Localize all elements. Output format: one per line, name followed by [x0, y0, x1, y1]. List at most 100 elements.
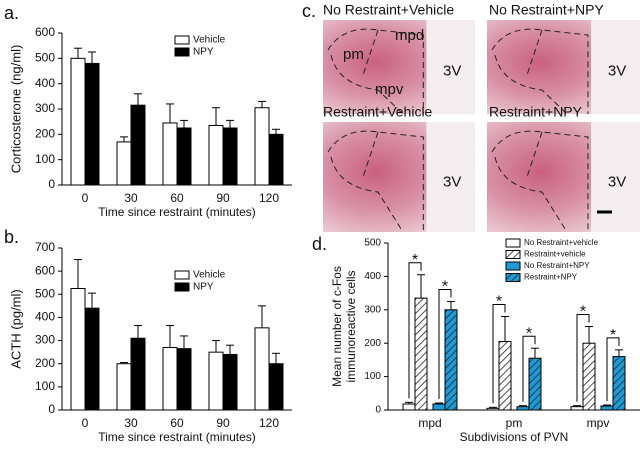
- legend-swatch: [505, 238, 521, 248]
- bar: [444, 309, 458, 411]
- significance-bracket: [438, 288, 452, 399]
- bar: [486, 407, 500, 411]
- bar: [498, 341, 512, 411]
- bar: [162, 122, 178, 186]
- y-axis-label: ACTH (pg/ml): [8, 289, 23, 368]
- bar: [222, 353, 238, 411]
- panel-label: d.: [312, 234, 327, 254]
- y-axis-label: Mean number of c-Fos: [330, 266, 344, 387]
- region-outline: [491, 28, 589, 114]
- bar: [254, 107, 270, 186]
- significance-mark: *: [412, 252, 418, 269]
- bar: [402, 403, 416, 411]
- x-tick-label: 0: [82, 416, 89, 430]
- y-tick-label: 500: [35, 286, 55, 300]
- significance-bracket: [576, 314, 590, 402]
- bar: [612, 356, 626, 411]
- legend-swatch: [174, 35, 190, 45]
- x-tick-label: 90: [216, 191, 230, 205]
- y-tick-label: 200: [35, 356, 55, 370]
- legend-label: NPY: [193, 282, 214, 293]
- y-tick-label: 100: [364, 371, 381, 382]
- y-axis-label: immunoreactive cells: [344, 270, 358, 382]
- bar: [162, 347, 178, 411]
- panel-label: c.: [302, 1, 316, 21]
- bar: [268, 363, 284, 411]
- x-tick-label: 120: [259, 416, 279, 430]
- legend-label: Vehicle: [193, 270, 226, 281]
- legend-label: No Restraint+vehicle: [524, 238, 599, 247]
- y-tick-label: 0: [48, 177, 55, 191]
- significance-mark: *: [580, 304, 586, 321]
- region-label: mpd: [395, 27, 424, 44]
- legend-label: Restraint+vehicle: [524, 250, 586, 259]
- bar: [432, 403, 446, 411]
- x-tick-label: 90: [216, 416, 230, 430]
- bar: [130, 104, 146, 186]
- significance-bracket: [522, 335, 536, 402]
- ventricle: [591, 122, 640, 232]
- y-tick-label: 0: [48, 402, 55, 416]
- y-tick-label: 200: [35, 127, 55, 141]
- bar: [516, 406, 530, 411]
- legend-swatch: [505, 250, 521, 259]
- y-tick-label: 400: [35, 76, 55, 90]
- bar: [222, 127, 238, 186]
- ventricle-label: 3V: [608, 63, 626, 80]
- x-axis-label: Time since restraint (minutes): [98, 205, 256, 219]
- bar: [116, 141, 132, 186]
- y-tick-label: 300: [364, 304, 381, 315]
- ventricle: [426, 20, 475, 114]
- y-tick-label: 700: [35, 240, 55, 254]
- bar: [116, 363, 132, 411]
- significance-mark: *: [496, 294, 502, 311]
- bar: [570, 406, 584, 411]
- legend-label: Restraint+NPY: [524, 273, 578, 282]
- legend-swatch: [505, 261, 521, 271]
- region-outline: [494, 29, 568, 115]
- ventricle-label: 3V: [443, 63, 461, 80]
- x-tick-label: 60: [170, 191, 184, 205]
- bar: [414, 297, 428, 411]
- ventricle-label: 3V: [443, 173, 461, 190]
- y-tick-label: 600: [35, 25, 55, 39]
- y-tick-label: 500: [364, 238, 381, 249]
- region-outline: [330, 29, 404, 115]
- significance-mark: *: [526, 325, 532, 342]
- y-tick-label: 200: [364, 338, 381, 349]
- bar: [130, 337, 146, 411]
- bar: [70, 288, 86, 411]
- image-title: No Restraint+NPY: [489, 2, 604, 18]
- bar: [254, 327, 270, 411]
- significance-mark: *: [610, 327, 616, 344]
- bar: [208, 351, 224, 411]
- significance-mark: *: [442, 279, 448, 296]
- panel-label: b.: [4, 227, 19, 247]
- y-axis-label: Corticosterone (ng/ml): [8, 45, 23, 174]
- bar: [176, 127, 192, 186]
- x-tick-label: mpd: [418, 416, 441, 430]
- ventricle: [426, 122, 475, 232]
- legend-swatch: [505, 273, 521, 282]
- x-tick-label: 60: [170, 416, 184, 430]
- significance-bracket: [606, 337, 620, 401]
- x-tick-label: 30: [124, 416, 138, 430]
- y-tick-label: 100: [35, 152, 55, 166]
- y-tick-label: 600: [35, 263, 55, 277]
- bar: [176, 348, 192, 411]
- y-tick-label: 100: [35, 379, 55, 393]
- bar: [528, 357, 542, 411]
- legend-swatch: [174, 270, 190, 280]
- y-tick-label: 300: [35, 101, 55, 115]
- legend-swatch: [174, 282, 190, 292]
- panel-label: a.: [4, 3, 19, 23]
- significance-bracket: [492, 303, 506, 404]
- ventricle: [591, 20, 640, 114]
- x-tick-label: 0: [82, 191, 89, 205]
- legend-label: NPY: [193, 47, 214, 58]
- region-label: mpv: [375, 81, 404, 98]
- legend-swatch: [174, 47, 190, 57]
- image-title: Restraint+NPY: [489, 104, 583, 120]
- bar: [600, 405, 614, 411]
